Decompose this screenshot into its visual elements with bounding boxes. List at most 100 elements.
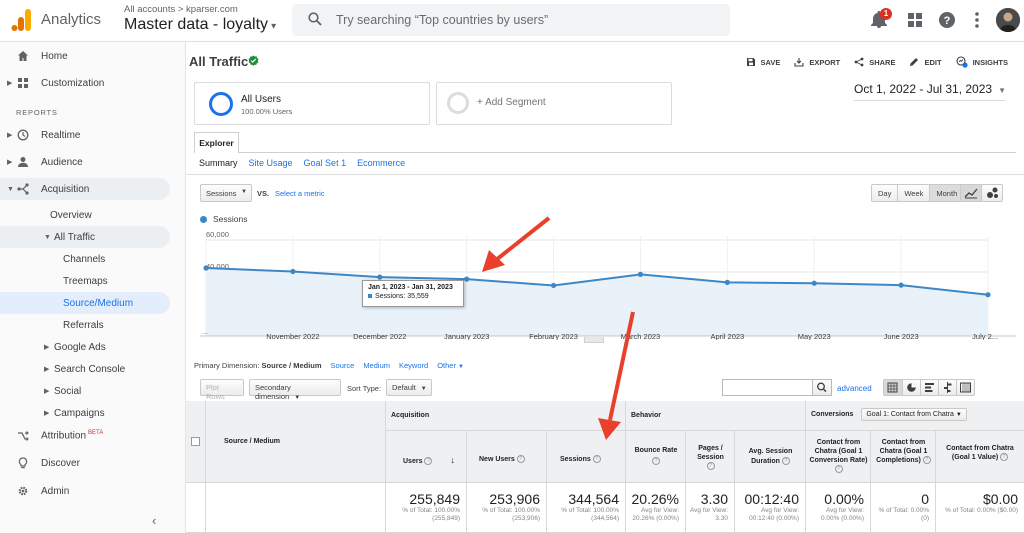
help-icon[interactable]: ? [516,455,525,463]
subtab-ecommerce[interactable]: Ecommerce [357,158,406,168]
sidebar-item-admin[interactable]: Admin [0,480,170,502]
dimension-link-keyword[interactable]: Keyword [399,361,429,370]
sidebar-item-all-traffic[interactable]: ▼ All Traffic [0,226,170,248]
conversion-goal-dropdown[interactable]: Goal 1: Contact from Chatra ▼ [861,408,967,421]
help-icon[interactable]: ? [834,465,843,474]
sidebar-item-audience[interactable]: ▶ Audience [0,151,170,173]
export-button[interactable]: EXPORT [794,56,840,68]
apps-grid-icon[interactable] [905,10,925,30]
view-table-button[interactable] [884,380,902,395]
dimension-link-source[interactable]: Source [330,361,355,370]
person-icon [18,157,28,167]
sidebar-item-channels[interactable]: Channels [0,248,170,270]
sidebar-item-campaigns[interactable]: ▶ Campaigns [0,402,170,424]
period-month-button[interactable]: Month [929,185,964,201]
edit-label: EDIT [924,57,942,67]
insights-button[interactable]: INSIGHTS [956,56,1008,68]
help-icon[interactable]: ? [922,456,931,465]
dimension-link-other[interactable]: Other ▼ [437,361,464,370]
metric-dropdown[interactable]: Sessions ▼ [200,184,252,202]
account-breadcrumb[interactable]: All accounts > kparser.com [124,4,238,15]
column-header-goal-conversion-rate[interactable]: Contact from Chatra (Goal 1 Conversion R… [806,431,871,483]
sidebar-item-treemaps[interactable]: Treemaps [0,270,170,292]
edit-button[interactable]: EDIT [909,56,942,68]
subtab-goal-set-1[interactable]: Goal Set 1 [303,158,347,168]
sidebar-item-social[interactable]: ▶ Social [0,380,170,402]
secondary-dimension-dropdown[interactable]: Secondary dimension ▼ [249,379,341,401]
column-header-users[interactable]: Users ? ↓ [386,431,467,483]
view-comparison-button[interactable] [938,380,956,395]
column-header-bounce-rate[interactable]: Bounce Rate? [626,431,686,483]
analytics-logo-icon[interactable] [10,8,34,32]
plot-rows-button[interactable]: Plot Rows [200,379,244,401]
primary-dimension-value: Source / Medium [261,361,322,370]
sidebar-item-referrals[interactable]: Referrals [0,314,170,336]
subtab-summary[interactable]: Summary [199,158,238,168]
sidebar-item-search-console[interactable]: ▶ Search Console [0,358,170,380]
sidebar-item-source-medium[interactable]: Source/Medium [0,292,170,314]
chart-resize-handle[interactable] [584,337,604,343]
tab-explorer[interactable]: Explorer [194,132,239,153]
search-icon [817,382,827,393]
period-day-button[interactable]: Day [872,185,898,201]
help-icon[interactable]: ? [937,10,957,30]
column-header-label: Contact from Chatra (Goal 1 Conversion R… [809,439,868,464]
total-conversion-rate-cell: 0.00% Avg for View: 0.00% (0.00%) [806,483,871,533]
share-button[interactable]: SHARE [854,56,895,68]
sidebar-item-home[interactable]: Home [0,45,170,67]
help-icon[interactable]: ? [1000,453,1009,462]
search-bar[interactable]: Try searching “Top countries by users” [292,4,730,36]
select-all-checkbox[interactable] [191,437,200,446]
column-header-pages-session[interactable]: Pages / Session? [686,431,735,483]
help-icon[interactable]: ? [781,457,790,466]
sidebar-item-google-ads[interactable]: ▶ Google Ads [0,336,170,358]
column-header-avg-session-duration[interactable]: Avg. Session Duration ? [735,431,806,483]
sidebar-item-overview[interactable]: Overview [0,204,170,226]
column-header-source-medium[interactable]: Source / Medium [206,401,386,483]
view-pie-button[interactable] [902,380,920,395]
subtab-site-usage[interactable]: Site Usage [248,158,293,168]
bubble-chart-icon [987,187,998,198]
sidebar-item-discover[interactable]: Discover [0,452,170,474]
more-vertical-icon[interactable] [967,10,987,30]
column-header-goal-value[interactable]: Contact from Chatra (Goal 1 Value) ? [936,431,1024,483]
x-tick-label: December 2022 [353,332,406,340]
line-chart-button[interactable] [961,185,982,201]
help-icon[interactable]: ? [592,455,601,463]
column-header-label: Source / Medium [224,438,281,445]
column-header-new-users[interactable]: New Users ? [467,431,547,483]
help-icon[interactable]: ? [652,457,660,465]
sidebar-item-acquisition[interactable]: ▼ Acquisition [0,178,170,200]
date-range-picker[interactable]: Oct 1, 2022 - Jul 31, 2023 ▼ [853,82,1006,101]
table-search-button[interactable] [812,379,832,396]
group-header-label: Conversions [811,411,854,418]
sidebar-item-label: Home [41,50,68,62]
insights-icon [956,56,968,68]
sort-type-dropdown[interactable]: Default ▼ [386,379,432,396]
sidebar-item-attribution[interactable]: Attribution BETA [0,425,170,447]
sidebar-item-customization[interactable]: ▶ Customization [0,72,170,94]
account-selector[interactable]: Master data - loyalty ▾ [124,16,276,34]
search-placeholder: Try searching “Top countries by users” [336,13,549,27]
motion-chart-button[interactable] [982,185,1002,201]
collapse-sidebar-icon[interactable]: ‹ [152,513,157,528]
segment-all-users[interactable]: All Users 100.00% Users [194,82,430,125]
sidebar-item-realtime[interactable]: ▶ Realtime [0,124,170,146]
period-week-button[interactable]: Week [897,185,930,201]
help-icon[interactable]: ? [706,462,715,471]
help-icon[interactable]: ? [424,457,433,466]
column-header-sessions[interactable]: Sessions ? [547,431,626,483]
view-term-cloud-button[interactable] [956,380,974,395]
save-button[interactable]: SAVE [746,56,780,68]
user-avatar[interactable] [996,8,1020,32]
dimension-link-medium[interactable]: Medium [363,361,390,370]
select-metric-link[interactable]: Select a metric [275,189,325,198]
expand-arrow-icon: ▶ [44,410,50,417]
sort-type-label: Sort Type: [347,384,382,393]
add-segment-button[interactable]: + Add Segment [436,82,672,125]
view-performance-button[interactable] [920,380,938,395]
caret-down-icon: ▼ [955,412,962,418]
column-header-goal-completions[interactable]: Contact from Chatra (Goal 1 Completions)… [871,431,936,483]
advanced-filter-link[interactable]: advanced [837,384,872,393]
